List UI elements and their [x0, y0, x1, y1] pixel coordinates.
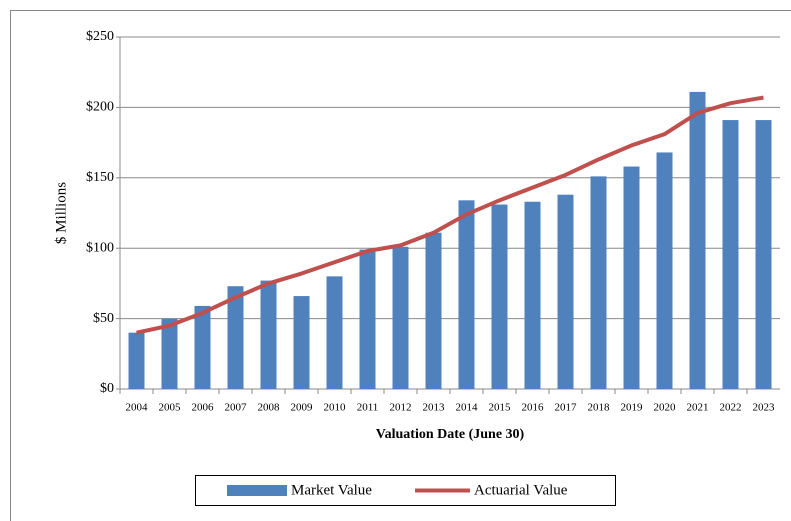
bar	[689, 91, 706, 390]
y-axis-title: $ Millions	[53, 182, 69, 244]
x-axis-title: Valuation Date (June 30)	[376, 427, 525, 442]
bar	[590, 176, 607, 389]
line	[136, 95, 764, 335]
x-tick-label: 2022	[720, 402, 742, 414]
bar	[491, 204, 508, 389]
x-tick-label: 2018	[588, 402, 611, 414]
bar	[524, 201, 541, 389]
x-tick-label: 2015	[489, 402, 512, 414]
bar	[260, 280, 277, 389]
x-tick-label: 2011	[357, 402, 379, 414]
bar	[458, 200, 475, 389]
bar	[722, 120, 739, 390]
bar	[359, 249, 376, 389]
y-tick-label: $50	[93, 311, 114, 326]
chart-frame	[10, 10, 791, 521]
x-tick-label: 2007	[225, 402, 248, 414]
x-tick-label: 2012	[390, 402, 412, 414]
y-tick-label: $0	[100, 381, 114, 396]
x-tick-label: 2017	[555, 402, 578, 414]
y-tick-label: $100	[86, 240, 114, 255]
legend-label: Market Value	[291, 482, 372, 498]
x-tick-label: 2013	[423, 402, 446, 414]
y-tick-label: $200	[86, 100, 114, 115]
legend-swatch	[227, 485, 287, 496]
bar	[293, 296, 310, 389]
x-tick-label: 2010	[324, 402, 347, 414]
bar	[194, 305, 211, 389]
bar	[425, 232, 442, 389]
legend-label: Actuarial Value	[474, 482, 568, 498]
bar	[623, 166, 640, 389]
x-tick-label: 2020	[654, 402, 677, 414]
bar	[161, 318, 178, 389]
x-tick-label: 2019	[621, 402, 644, 414]
x-tick-label: 2014	[456, 402, 479, 414]
y-tick-label: $150	[86, 170, 114, 185]
x-tick-label: 2023	[753, 402, 776, 414]
bar	[392, 246, 409, 389]
x-tick-label: 2006	[192, 402, 215, 414]
y-tick-label: $250	[86, 29, 114, 44]
x-tick-label: 2008	[258, 402, 281, 414]
bar	[227, 286, 244, 389]
x-tick-label: 2009	[291, 402, 314, 414]
bar	[326, 276, 343, 389]
bar	[557, 194, 574, 389]
x-tick-label: 2016	[522, 402, 545, 414]
x-tick-label: 2004	[126, 402, 149, 414]
bar	[128, 332, 145, 389]
x-tick-label: 2005	[159, 402, 182, 414]
x-tick-label: 2021	[687, 402, 709, 414]
bar	[656, 152, 673, 389]
bar	[755, 120, 772, 390]
